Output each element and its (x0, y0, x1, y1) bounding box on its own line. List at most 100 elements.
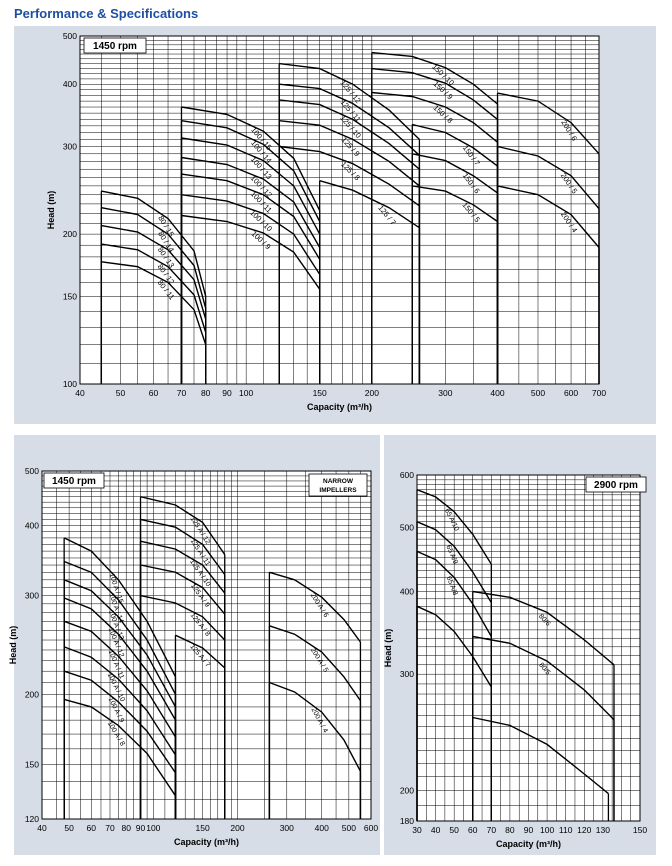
speed-badge (43, 472, 105, 489)
x-tick-label: 90 (222, 388, 232, 398)
x-tick-label: 60 (468, 825, 478, 835)
x-axis-title: Capacity (m³/h) (307, 402, 372, 412)
x-tick-label: 600 (564, 388, 578, 398)
x-tick-label: 200 (365, 388, 379, 398)
series-curve (472, 635, 615, 721)
x-tick-label: 600 (364, 823, 378, 833)
y-tick-label: 200 (400, 786, 414, 796)
series-curve (279, 99, 420, 170)
series-curve (63, 646, 177, 756)
series-curve (140, 518, 226, 575)
chart-panel-bottom-left: 40 50 60 70 80 90 100 150 200 300 400 500 600 120 150 2… (8, 435, 380, 855)
y-tick-label: 600 (400, 470, 414, 480)
page-title: Performance & Specifications (14, 6, 199, 21)
y-axis-title: Head (m) (8, 626, 18, 665)
y-tick-label: 120 (25, 814, 39, 824)
series-curve (279, 62, 420, 140)
x-tick-label: 200 (230, 823, 244, 833)
series-curve (101, 224, 207, 320)
speed-label: 1450 rpm (93, 41, 137, 52)
series-curve (269, 681, 362, 772)
series-curve (416, 605, 492, 688)
y-tick-label: 180 (400, 816, 414, 826)
x-tick-label: 60 (87, 823, 97, 833)
note-text: NARROW (323, 478, 354, 485)
series-curve (181, 137, 321, 235)
note-box (308, 473, 368, 497)
series-curve (64, 698, 177, 797)
series-curve (140, 594, 226, 641)
series-curve (140, 564, 226, 615)
series-curve (416, 521, 492, 603)
x-tick-label: 300 (280, 823, 294, 833)
x-axis-title: Capacity (m³/h) (496, 839, 561, 849)
y-tick-label: 400 (63, 79, 77, 89)
x-tick-label: 70 (177, 388, 187, 398)
x-tick-label: 60 (149, 388, 159, 398)
chart-top: 40 50 60 70 80 90 100 150 200 300 400 500 600 700 100 1… (46, 31, 606, 412)
speed-badge (585, 476, 647, 493)
series-curve (412, 123, 498, 167)
x-tick-label: 500 (342, 823, 356, 833)
series-curve (101, 207, 207, 309)
y-tick-label: 300 (25, 591, 39, 601)
x-tick-label: 40 (37, 823, 47, 833)
x-tick-label: 100 (239, 388, 253, 398)
y-axis-title: Head (m) (383, 629, 393, 668)
series-curve (101, 190, 207, 297)
chart-panel-top: 40 50 60 70 80 90 100 150 200 300 400 500 600 700 100 1… (14, 26, 656, 424)
chart-bottom-right: 30 40 50 60 70 80 90 100 110 120 130 150 180 200 300 40… (383, 470, 647, 849)
speed-badge (83, 37, 147, 54)
series-curve (181, 106, 321, 211)
series-curve (101, 243, 207, 333)
series-curve (181, 156, 321, 248)
series-curve (371, 51, 498, 105)
speed-label: 1450 rpm (52, 476, 96, 487)
series-curve (63, 560, 177, 695)
series-curve (63, 597, 177, 721)
plot-area (79, 35, 600, 385)
series-curve (269, 571, 361, 643)
y-tick-label: 500 (25, 466, 39, 476)
series-curve (181, 214, 321, 290)
y-tick-label: 500 (400, 522, 414, 532)
note-text: IMPELLERS (319, 487, 357, 494)
series-curve (497, 145, 600, 210)
series-curve (497, 92, 600, 155)
series-curve (140, 496, 226, 555)
series-curve (181, 173, 321, 260)
y-tick-label: 150 (63, 291, 77, 301)
series-curve (497, 185, 600, 248)
x-tick-label: 30 (412, 825, 422, 835)
x-tick-label: 70 (487, 825, 497, 835)
series-curve (279, 120, 420, 187)
series-curve (269, 625, 361, 701)
x-tick-label: 500 (531, 388, 545, 398)
series-curve (412, 185, 498, 223)
y-tick-label: 200 (25, 689, 39, 699)
series-curve (371, 91, 498, 143)
series-curve (63, 620, 177, 738)
y-axis-title: Head (m) (46, 191, 56, 230)
series-curve (279, 145, 420, 207)
series-curve (101, 261, 207, 345)
series-curve (63, 537, 177, 678)
series-curve (279, 83, 420, 156)
x-tick-label: 90 (136, 823, 146, 833)
x-tick-label: 50 (449, 825, 459, 835)
y-tick-label: 150 (25, 760, 39, 770)
series-curve (63, 670, 177, 774)
series-curve (412, 153, 498, 194)
series-curve (319, 180, 420, 229)
y-tick-label: 400 (25, 520, 39, 530)
x-tick-label: 40 (431, 825, 441, 835)
x-tick-label: 80 (201, 388, 211, 398)
x-tick-label: 400 (315, 823, 329, 833)
series-curve (416, 550, 492, 637)
x-tick-label: 80 (505, 825, 515, 835)
x-tick-label: 100 (540, 825, 554, 835)
series-curve (181, 120, 321, 222)
series-curve (181, 194, 321, 275)
x-tick-label: 90 (524, 825, 534, 835)
x-tick-label: 130 (596, 825, 610, 835)
